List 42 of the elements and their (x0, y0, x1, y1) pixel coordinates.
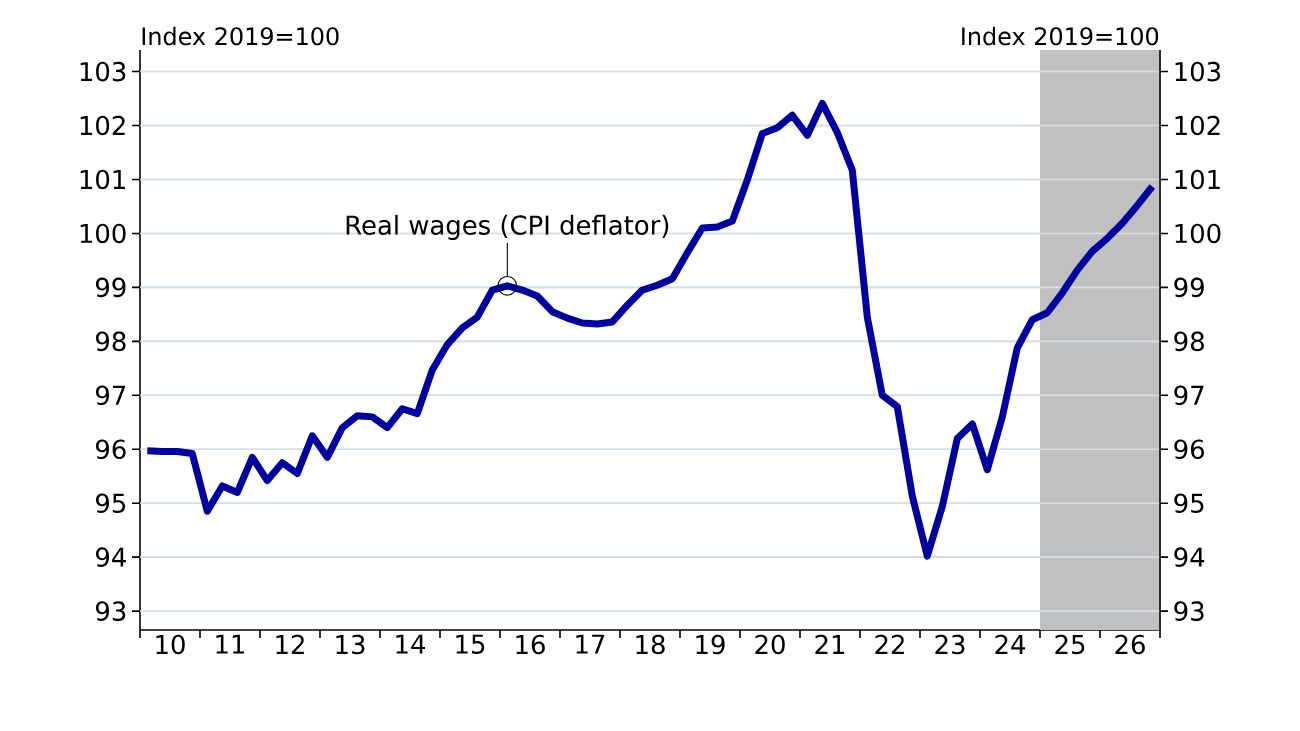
y2-tick-label: 103 (1175, 61, 1221, 82)
y-tick-label: 101 (80, 169, 125, 190)
y2-tick-label: 102 (1175, 115, 1220, 136)
x-tick-label: 11 (216, 634, 245, 654)
annotation: Real wages (CPI deflator) (346, 214, 669, 240)
y-tick-label: 98 (95, 331, 126, 352)
y2-tick-label: 101 (1175, 169, 1220, 190)
x-tick-label: 12 (276, 634, 304, 654)
y2-tick-label: 95 (1174, 493, 1204, 514)
x-tick-label: 15 (456, 634, 485, 654)
y-tick-label: 99 (95, 277, 126, 298)
y2-tick-label: 96 (1174, 439, 1205, 460)
y-tick-label: 95 (95, 493, 126, 514)
y-axis-title: Index 2019=100 (142, 26, 339, 46)
y2-tick-label: 94 (1174, 547, 1205, 567)
x-tick-label: 26 (1115, 634, 1145, 655)
x-tick-label: 23 (935, 634, 965, 655)
x-tick-label: 21 (815, 634, 845, 654)
y-tick-label: 96 (95, 439, 126, 460)
x-tick-label: 14 (396, 634, 426, 654)
x-tick-label: 18 (636, 634, 665, 655)
x-tick-label: 20 (755, 634, 785, 655)
y2-tick-label: 100 (1175, 223, 1221, 244)
y2-tick-label: 98 (1174, 331, 1204, 352)
y-tick-label: 94 (95, 547, 126, 567)
y-tick-label: 102 (80, 115, 125, 136)
x-tick-label: 16 (516, 634, 545, 655)
y2-tick-label: 97 (1174, 385, 1204, 406)
y2-tick-label: 93 (1174, 601, 1204, 621)
y2-tick-label: 99 (1174, 277, 1204, 298)
x-tick-label: 22 (875, 634, 904, 654)
x-tick-label: 10 (156, 634, 185, 655)
y-tick-label: 93 (95, 601, 126, 621)
y-tick-label: 97 (95, 385, 126, 406)
x-tick-label: 25 (1055, 634, 1085, 655)
y-tick-label: 100 (80, 223, 126, 244)
x-tick-label: 24 (995, 634, 1026, 654)
y-tick-label: 103 (80, 61, 126, 82)
x-tick-label: 17 (576, 634, 605, 654)
y2-axis-title: Index 2019=100 (962, 26, 1159, 46)
x-tick-label: 13 (336, 634, 365, 655)
x-tick-label: 19 (696, 634, 725, 655)
